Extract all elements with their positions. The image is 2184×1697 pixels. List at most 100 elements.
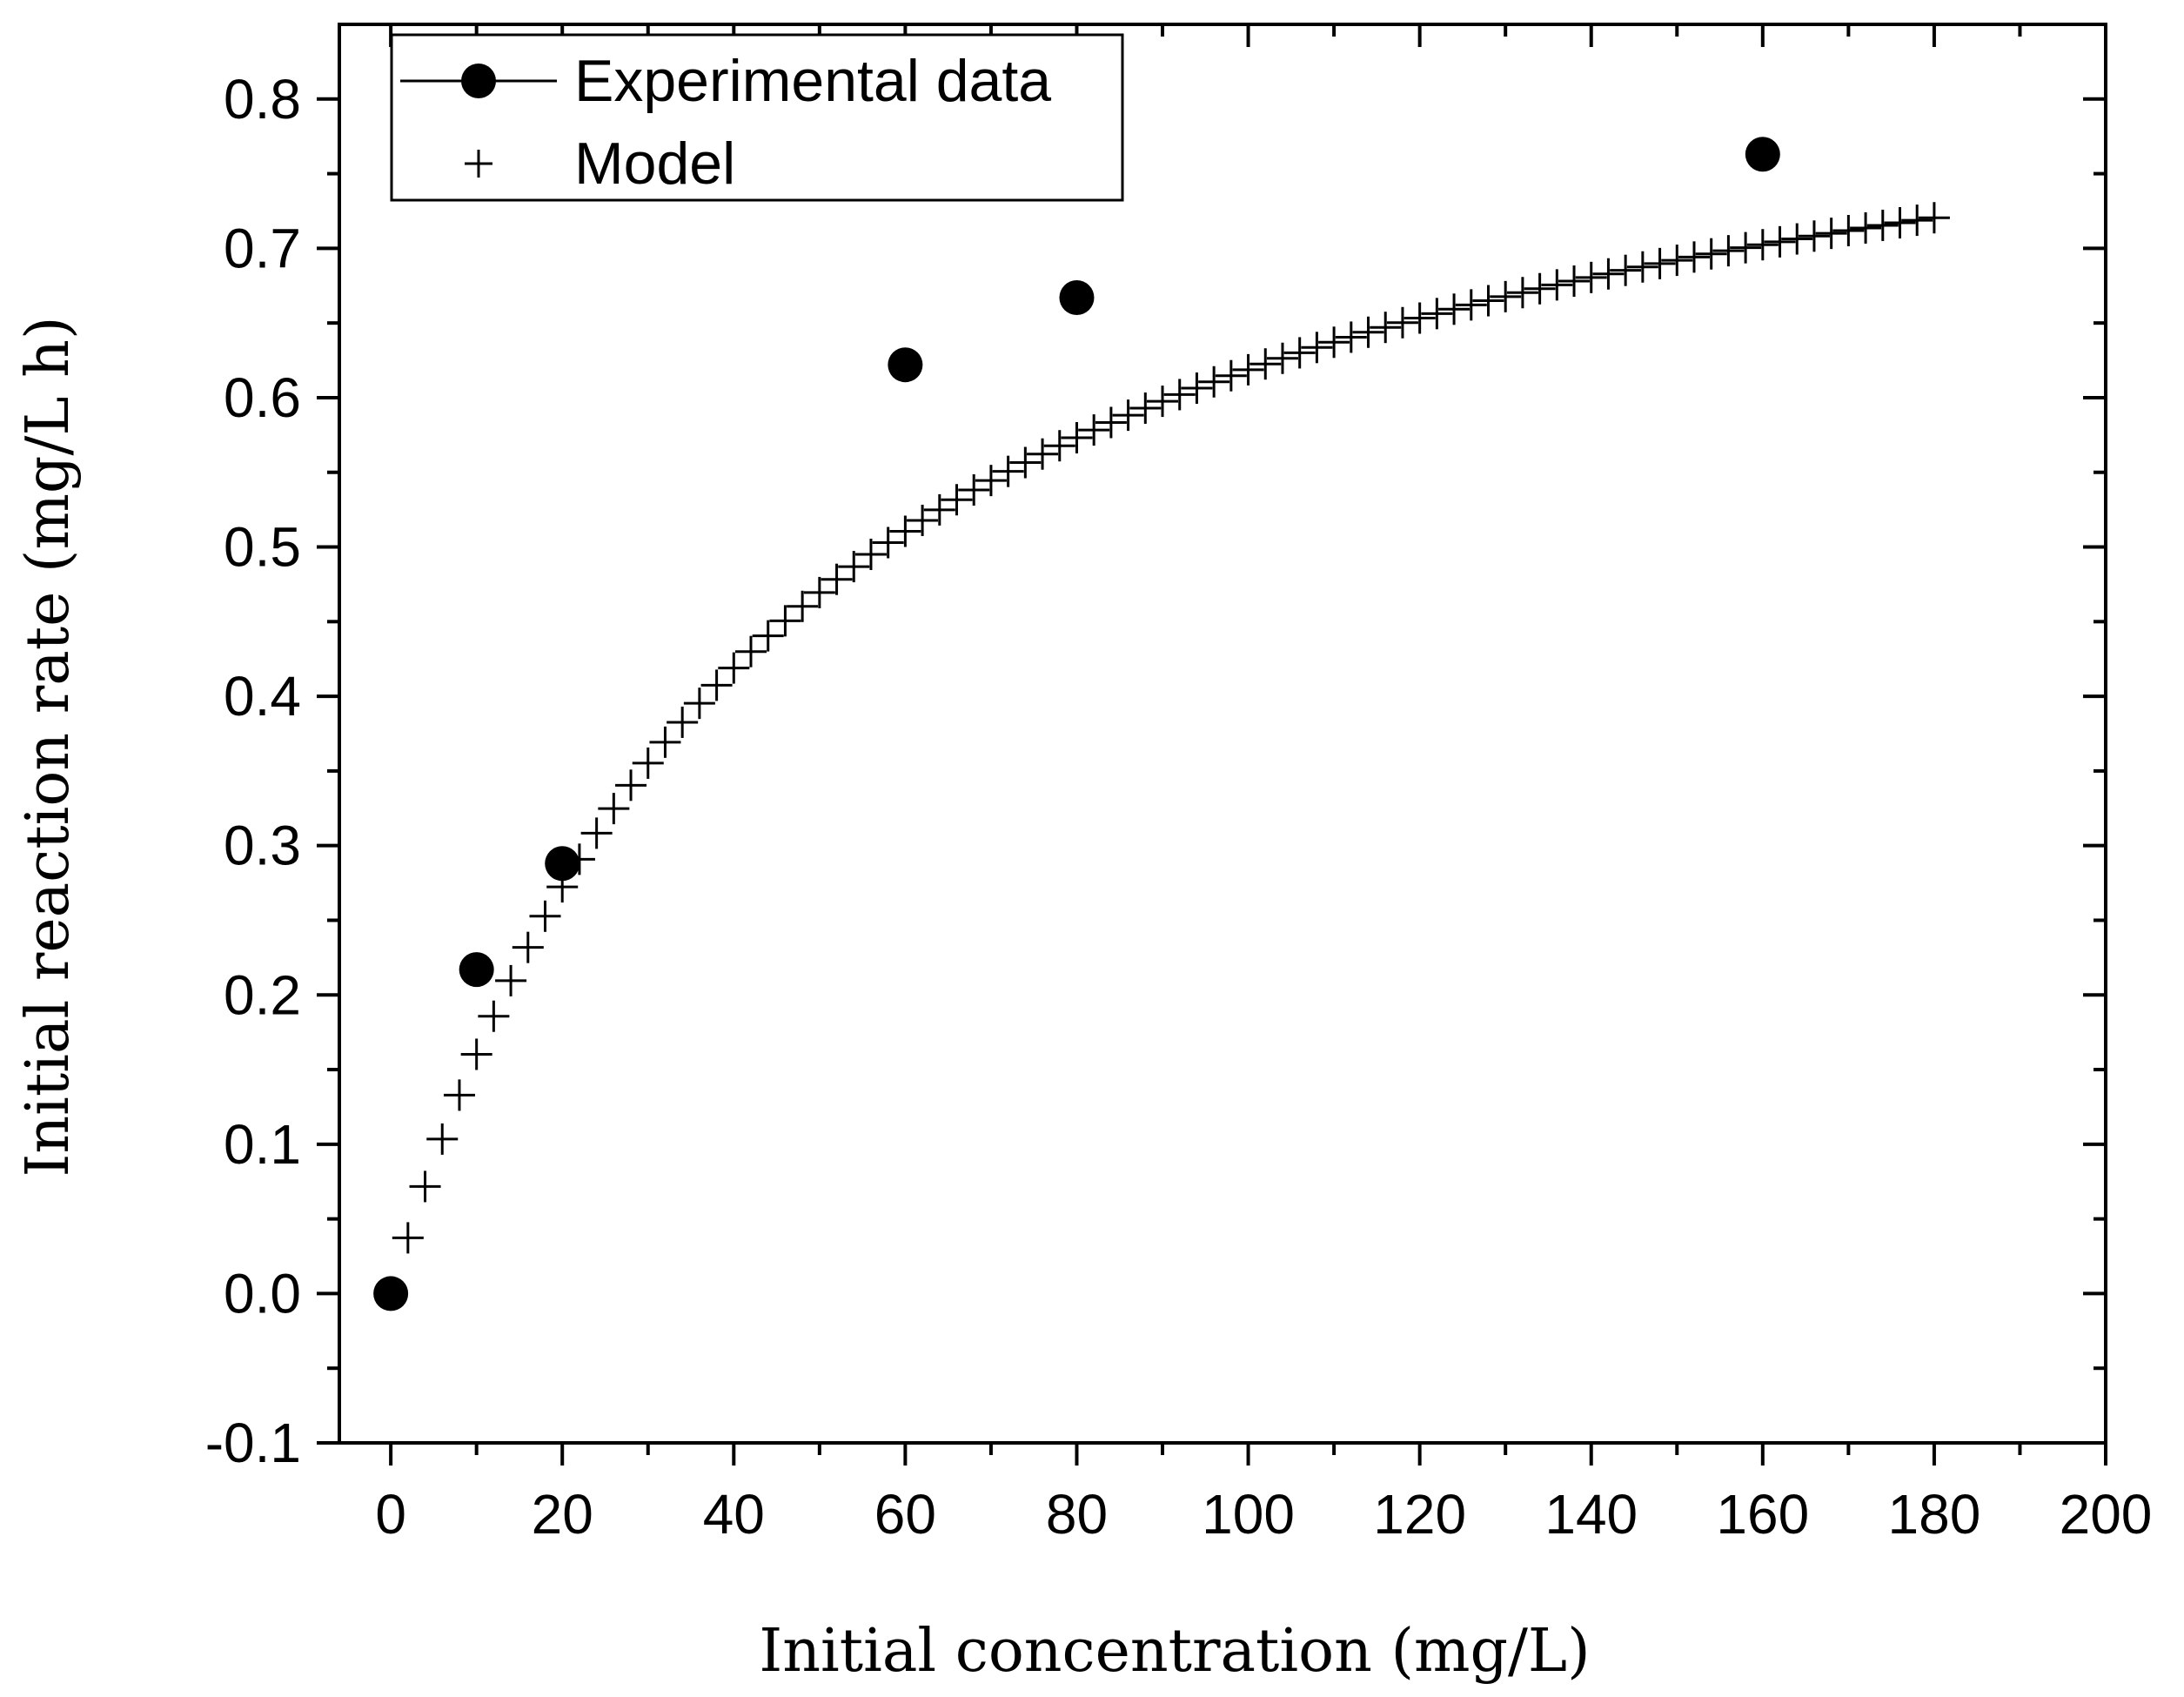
model-point <box>803 576 835 608</box>
y-tick-label: -0.1 <box>205 1412 301 1474</box>
model-point <box>1027 438 1059 470</box>
model-point <box>1181 372 1213 404</box>
model-point <box>512 931 544 963</box>
model-point <box>1626 251 1658 283</box>
experimental-point <box>1745 137 1780 172</box>
y-tick-label: 0.2 <box>224 963 301 1026</box>
experimental-point <box>1059 279 1095 315</box>
x-tick-label: 100 <box>1202 1483 1295 1546</box>
y-tick-label: 0.7 <box>224 217 301 279</box>
x-tick-label: 200 <box>2060 1483 2153 1546</box>
model-point <box>426 1123 459 1155</box>
model-point <box>1644 247 1676 279</box>
model-point <box>735 635 767 667</box>
x-axis-title: Initial concentration (mg/L) <box>759 1617 1590 1686</box>
model-point <box>580 817 613 849</box>
model-point <box>1901 205 1933 237</box>
x-tick-label: 60 <box>874 1483 936 1546</box>
legend-model-marker <box>465 150 492 178</box>
x-tick-label: 80 <box>1046 1483 1108 1546</box>
model-point <box>718 652 750 684</box>
model-point <box>649 726 681 758</box>
model-point <box>787 590 819 622</box>
legend-exp-marker <box>461 64 496 98</box>
model-point <box>460 1038 492 1070</box>
model-point <box>1370 312 1402 344</box>
model-point <box>923 493 955 526</box>
model-point <box>752 620 784 652</box>
model-point <box>975 465 1007 497</box>
y-tick-label: 0.8 <box>224 68 301 131</box>
model-point <box>1455 289 1487 321</box>
model-point <box>1730 231 1762 264</box>
model-point <box>1438 293 1471 325</box>
model-point <box>1490 280 1522 312</box>
model-point <box>1832 215 1865 247</box>
model-point <box>958 474 990 506</box>
x-tick-label: 40 <box>703 1483 765 1546</box>
model-point <box>1318 326 1350 359</box>
model-point <box>1147 386 1179 418</box>
model-point <box>872 527 904 559</box>
y-tick-label: 0.5 <box>224 516 301 579</box>
x-axis-ticks <box>389 24 2107 1466</box>
model-point <box>1866 209 1899 241</box>
experimental-series <box>373 137 1780 1311</box>
model-point <box>700 669 733 701</box>
model-point <box>1301 332 1333 364</box>
model-point <box>443 1079 475 1111</box>
model-point <box>1798 220 1830 252</box>
model-point <box>1352 316 1384 348</box>
model-point <box>683 688 715 720</box>
experimental-point <box>888 347 923 383</box>
legend-exp-label: Experimental data <box>574 48 1051 114</box>
y-axis-tick-labels: -0.1 0.0 0.1 0.2 0.3 0.4 0.5 0.6 0.7 0.8 <box>205 68 301 1474</box>
x-tick-label: 180 <box>1888 1483 1981 1546</box>
model-point <box>1558 265 1591 298</box>
x-tick-label: 20 <box>532 1483 593 1546</box>
model-point <box>1884 206 1916 238</box>
model-point <box>838 551 870 583</box>
model-point <box>529 900 561 932</box>
y-tick-label: 0.4 <box>224 665 301 728</box>
model-point <box>1850 211 1882 244</box>
model-point <box>1112 399 1144 432</box>
model-point <box>1712 235 1745 267</box>
model-point <box>1746 229 1779 261</box>
experimental-point <box>373 1276 409 1311</box>
experimental-point <box>545 846 580 882</box>
model-point <box>1506 277 1538 309</box>
model-point <box>1198 366 1230 398</box>
legend-model-label: Model <box>574 131 735 197</box>
y-tick-label: 0.6 <box>224 366 301 429</box>
model-point <box>1781 223 1813 255</box>
model-point <box>1524 272 1556 305</box>
model-point <box>1009 446 1042 479</box>
legend: Experimental data Model <box>390 33 1124 202</box>
model-point <box>1404 302 1436 334</box>
x-axis-tick-labels: 0 20 40 60 80 100 120 140 160 180 200 <box>375 1483 2152 1546</box>
x-tick-label: 0 <box>375 1483 406 1546</box>
model-point <box>1061 422 1093 454</box>
model-point <box>889 515 921 547</box>
model-point <box>1695 238 1727 270</box>
model-point <box>1232 353 1264 386</box>
plot-frame <box>338 23 2107 1445</box>
model-point <box>1661 245 1693 277</box>
model-point <box>821 563 853 595</box>
x-tick-label: 140 <box>1544 1483 1638 1546</box>
model-point <box>632 747 664 779</box>
model-point <box>667 706 699 738</box>
model-point <box>1095 406 1127 439</box>
model-point <box>1918 202 1950 234</box>
y-tick-label: 0.0 <box>224 1262 301 1325</box>
model-point <box>1335 321 1367 353</box>
model-point <box>1472 285 1504 317</box>
model-point <box>1163 379 1196 411</box>
y-axis-title: Initial reaction rate (mg/L h) <box>14 317 83 1177</box>
model-point <box>392 1222 424 1254</box>
model-point <box>1764 225 1796 258</box>
model-point <box>1386 306 1418 339</box>
model-point <box>1678 241 1710 273</box>
